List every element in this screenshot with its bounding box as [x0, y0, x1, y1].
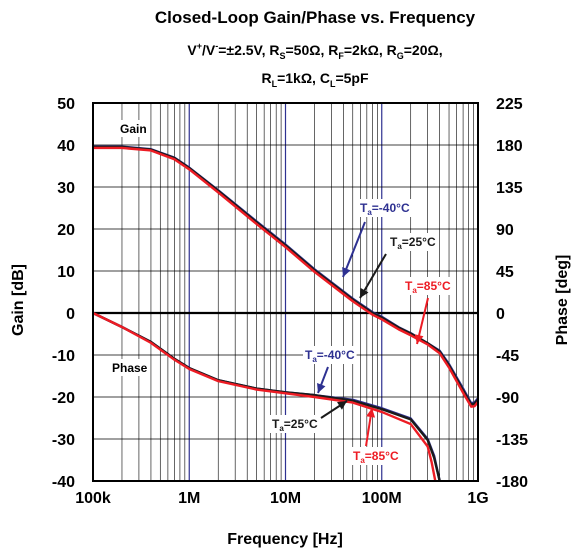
y-left-tick-label: -30	[52, 432, 75, 449]
phase-label-bg	[110, 359, 150, 376]
y-right-tick-label: 135	[496, 180, 523, 197]
x-tick-label: 1M	[178, 490, 200, 507]
phase-arrow-ta-25-head	[337, 401, 347, 410]
y-right-tick-label: 0	[496, 306, 505, 323]
gain-label-ta-85-bg	[403, 277, 453, 295]
x-tick-label: 100k	[75, 490, 111, 507]
y-left-tick-label: -10	[52, 348, 75, 365]
y-right-tick-label: 90	[496, 222, 514, 239]
x-tick-label: 100M	[362, 490, 402, 507]
gain-label-ta-25: Ta=25°C	[390, 235, 436, 251]
y-left-tick-label: 0	[66, 306, 75, 323]
phase-label-ta-minus40-bg	[303, 346, 357, 364]
y-left-tick-label: -20	[52, 390, 75, 407]
y-right-tick-label: -45	[496, 348, 519, 365]
y-left-tick-label: 20	[57, 222, 75, 239]
phase-label-ta-85: Ta=85°C	[353, 449, 399, 465]
gain-label: Gain	[120, 122, 147, 136]
chart-subtitle-line1: V+/V-=±2.5V, RS=50Ω, RF=2kΩ, RG=20Ω,	[187, 41, 442, 61]
x-tick-label: 1G	[467, 490, 488, 507]
y-right-tick-label: -180	[496, 474, 528, 491]
annotations: Gain Phase Ta=-40°C Ta=25°C Ta=85°C Ta=-40°C T…	[110, 120, 453, 465]
gain-label-ta-minus40-bg	[358, 199, 412, 217]
y-axis-right-label: Phase [deg]	[554, 255, 571, 346]
y-right-tick-label: 225	[496, 96, 523, 113]
gain-label-ta-25-bg	[388, 233, 438, 251]
phase-label: Phase	[112, 361, 148, 375]
chart-title: Closed-Loop Gain/Phase vs. Frequency	[155, 8, 476, 27]
phase-label-ta-minus40: Ta=-40°C	[305, 348, 355, 364]
y-left-tick-label: 50	[57, 96, 75, 113]
gain-arrow-ta-25-head	[360, 287, 369, 298]
gain-label-bg	[118, 120, 149, 137]
y-left-tick-label: 10	[57, 264, 75, 281]
gain-label-ta-85: Ta=85°C	[405, 279, 451, 295]
y-axis-left-label: Gain [dB]	[10, 264, 27, 336]
gain-arrow-ta-minus40-head	[342, 266, 351, 277]
phase-label-ta-25-bg	[270, 415, 320, 433]
gain-label-ta-minus40: Ta=-40°C	[360, 201, 410, 217]
series-gain-ta-85-c	[93, 146, 479, 408]
x-axis-label: Frequency [Hz]	[227, 531, 343, 548]
y-right-tick-label: -90	[496, 390, 519, 407]
x-tick-label: 10M	[270, 490, 301, 507]
y-right-tick-label: -135	[496, 432, 528, 449]
tick-labels: 50 40 30 20 10 0 -10 -20 -30 -40 225 180 135 90 45 0 -45…	[52, 96, 528, 507]
phase-arrow-ta-85-head	[366, 408, 376, 418]
y-right-tick-label: 180	[496, 138, 523, 155]
y-right-tick-label: 45	[496, 264, 514, 281]
plot-border	[92, 102, 479, 482]
chart-subtitle-line2: RL=1kΩ, CL=5pF	[261, 70, 369, 89]
series-phase-ta-85-c	[92, 311, 437, 482]
series-lines	[92, 145, 479, 482]
phase-label-ta-25: Ta=25°C	[272, 417, 318, 433]
y-left-tick-label: -40	[52, 474, 75, 491]
y-left-tick-label: 30	[57, 180, 75, 197]
gain-arrow-ta-minus40-shaft	[342, 221, 366, 278]
y-left-tick-label: 40	[57, 138, 75, 155]
phase-arrow-ta-minus40-head	[317, 382, 326, 393]
plot-frame	[92, 102, 479, 482]
phase-label-ta-85-bg	[351, 447, 401, 465]
gain-arrow-ta-85-head	[414, 334, 424, 344]
